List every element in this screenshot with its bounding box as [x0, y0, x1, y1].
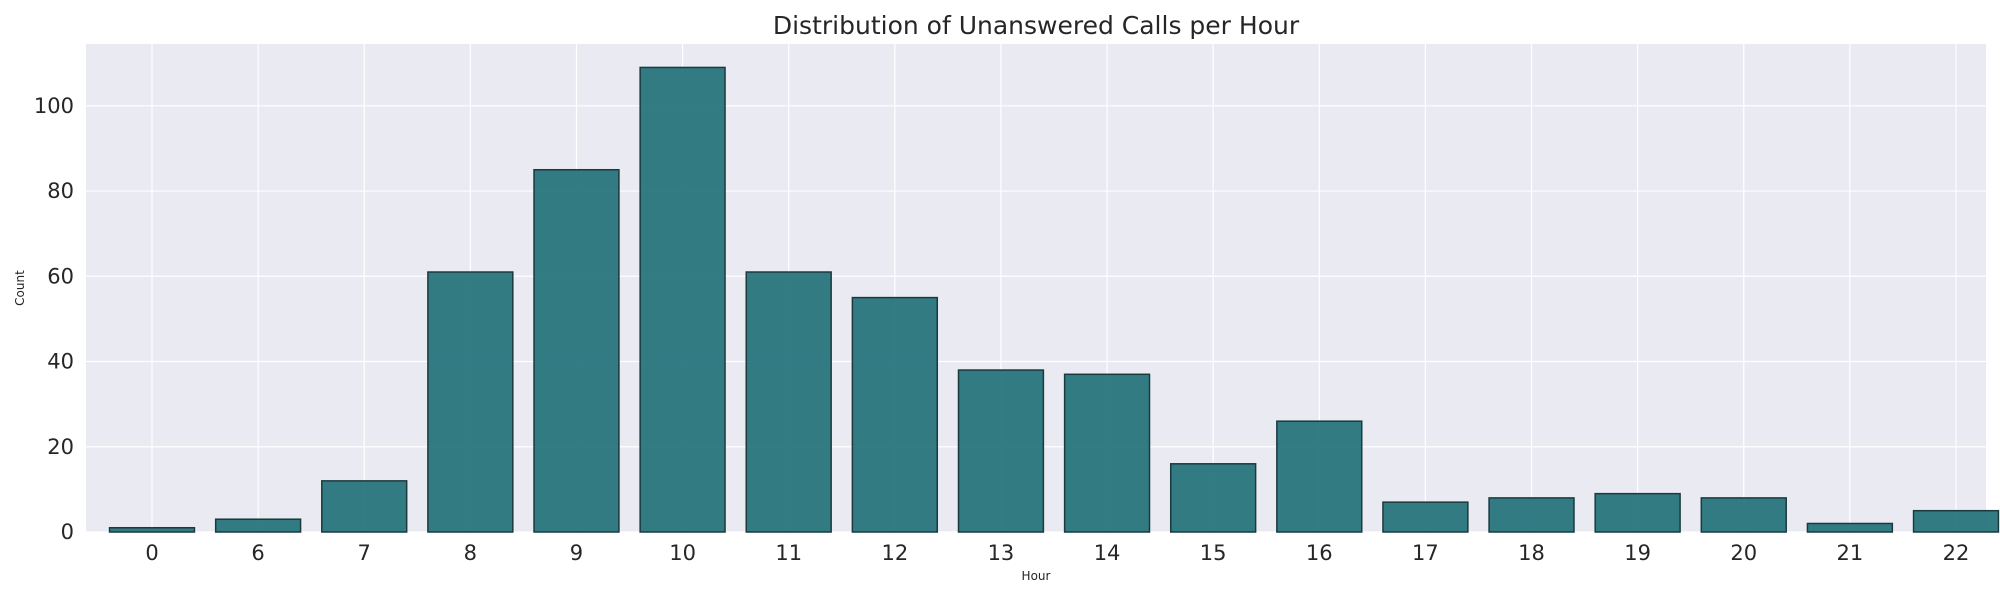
- y-tick-labels: 0 20 40 60 80 100: [34, 94, 74, 544]
- y-tick-label: 100: [34, 94, 74, 118]
- x-tick-label: 11: [775, 541, 802, 565]
- x-tick-label: 13: [988, 541, 1015, 565]
- bar-hour-15: [1169, 463, 1257, 533]
- bar-hour-12: [851, 296, 939, 533]
- bar-hour-19: [1594, 492, 1681, 533]
- x-tick-label: 16: [1306, 541, 1333, 565]
- y-tick-label: 80: [47, 179, 74, 203]
- x-tick-label: 15: [1200, 541, 1227, 565]
- x-tick-label: 6: [251, 541, 264, 565]
- y-tick-label: 20: [47, 435, 74, 459]
- x-tick-label: 9: [570, 541, 583, 565]
- chart-title: Distribution of Unanswered Calls per Hou…: [773, 11, 1300, 40]
- x-tick-label: 18: [1518, 541, 1545, 565]
- bar-hour-14: [1063, 373, 1151, 533]
- x-tick-label: 20: [1730, 541, 1757, 565]
- x-tick-label: 12: [881, 541, 908, 565]
- bar-hour-8: [427, 271, 514, 533]
- x-tick-label: 8: [464, 541, 477, 565]
- y-tick-label: 60: [47, 264, 74, 288]
- x-tick-label: 17: [1412, 541, 1439, 565]
- bar-hour-16: [1276, 420, 1363, 533]
- bar-hour-17: [1382, 501, 1469, 533]
- x-tick-label: 14: [1094, 541, 1121, 565]
- y-tick-label: 0: [61, 520, 74, 544]
- x-tick-label: 7: [358, 541, 371, 565]
- bar-hour-22: [1912, 509, 2000, 533]
- x-tick-label: 22: [1943, 541, 1970, 565]
- x-tick-labels: 0 6 7 8 9 10 11 12 13 14 15 16 17 18 19 20 21 22: [145, 541, 1969, 565]
- bar-hour-7: [321, 480, 408, 533]
- bar-hour-21: [1806, 522, 1894, 533]
- bar-hour-6: [214, 518, 302, 533]
- bar-hour-9: [533, 168, 620, 533]
- bar-hour-20: [1700, 497, 1787, 533]
- bar-hour-10: [639, 66, 726, 533]
- bar-hour-11: [745, 271, 832, 533]
- y-axis-label: Count: [13, 270, 27, 306]
- bar-hour-0: [108, 526, 196, 533]
- y-tick-label: 40: [47, 350, 74, 374]
- x-tick-label: 10: [669, 541, 696, 565]
- x-tick-label: 0: [145, 541, 158, 565]
- bar-hour-18: [1488, 497, 1575, 533]
- bar-hour-13: [957, 369, 1045, 533]
- x-tick-label: 21: [1837, 541, 1864, 565]
- x-tick-label: 19: [1624, 541, 1651, 565]
- bars: [108, 66, 2000, 533]
- x-axis-label: Hour: [1022, 569, 1051, 583]
